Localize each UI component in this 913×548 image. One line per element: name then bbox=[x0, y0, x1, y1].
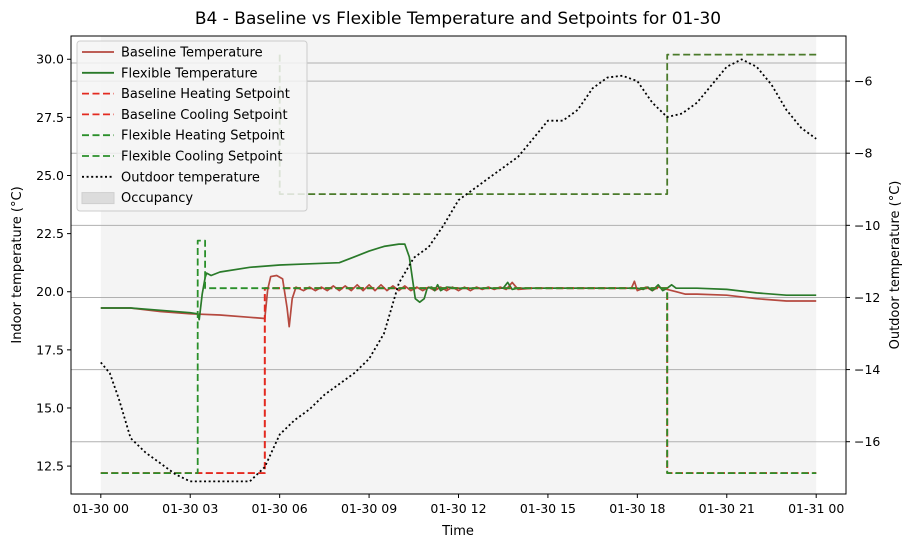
y2-tick-label: −12 bbox=[854, 290, 880, 305]
y2-tick-label: −14 bbox=[854, 362, 880, 377]
x-tick-label: 01-30 00 bbox=[73, 501, 129, 516]
x-tick-label: 01-30 21 bbox=[699, 501, 755, 516]
x-tick-label: 01-30 06 bbox=[252, 501, 308, 516]
y-tick-label: 22.5 bbox=[36, 226, 64, 241]
legend-box bbox=[76, 40, 308, 212]
y-axis-left: 12.5 15.0 17.5 20.0 22.5 25.0 27.5 30.0 bbox=[36, 52, 71, 474]
x-tick-label: 01-30 09 bbox=[341, 501, 397, 516]
legend-label: Flexible Temperature bbox=[121, 66, 258, 81]
y-tick-label: 20.0 bbox=[36, 284, 64, 299]
legend-label: Baseline Heating Setpoint bbox=[121, 87, 290, 102]
y-tick-label: 25.0 bbox=[36, 168, 64, 183]
series-group bbox=[100, 53, 817, 483]
x-tick-label: 01-30 15 bbox=[520, 501, 576, 516]
x-tick-label: 01-30 03 bbox=[162, 501, 218, 516]
x-tick-label: 01-31 00 bbox=[788, 501, 844, 516]
y-tick-label: 12.5 bbox=[36, 459, 64, 474]
legend-label: Flexible Cooling Setpoint bbox=[121, 150, 283, 165]
x-axis: 01-30 00 01-30 03 01-30 06 01-30 09 01-30 12… bbox=[73, 494, 844, 516]
series-line-flexible-cooling-setpoint bbox=[278, 53, 817, 195]
series-line-flexible-temperature bbox=[100, 243, 817, 321]
y-tick-label: 15.0 bbox=[36, 400, 64, 415]
legend-label: Occupancy bbox=[121, 191, 193, 206]
y2-tick-label: −16 bbox=[854, 434, 880, 449]
y2-axis-label: Outdoor temperature (°C) bbox=[888, 181, 903, 350]
y2-tick-label: −6 bbox=[854, 74, 872, 89]
x-tick-label: 01-30 12 bbox=[430, 501, 486, 516]
y-tick-label: 27.5 bbox=[36, 110, 64, 125]
legend-swatch bbox=[81, 192, 115, 205]
y2-tick-label: −10 bbox=[854, 218, 880, 233]
y-axis-label: Indoor temperature (°C) bbox=[10, 186, 25, 343]
x-axis-label: Time bbox=[441, 524, 474, 539]
legend-label: Baseline Temperature bbox=[121, 46, 263, 61]
legend-label: Baseline Cooling Setpoint bbox=[121, 108, 288, 123]
y2-tick-label: −8 bbox=[854, 146, 872, 161]
y-tick-label: 30.0 bbox=[36, 52, 64, 67]
legend-label: Flexible Heating Setpoint bbox=[121, 129, 285, 144]
y-axis-right: −16 −14 −12 −10 −8 −6 bbox=[846, 74, 880, 449]
chart-title: B4 - Baseline vs Flexible Temperature an… bbox=[195, 9, 721, 29]
legend-label: Outdoor temperature bbox=[121, 170, 260, 185]
legend: Baseline Temperature Flexible Temperature… bbox=[76, 40, 308, 212]
series-line-flexible-heating-setpoint bbox=[100, 239, 817, 474]
x-tick-label: 01-30 18 bbox=[609, 501, 665, 516]
y-tick-label: 17.5 bbox=[36, 342, 64, 357]
